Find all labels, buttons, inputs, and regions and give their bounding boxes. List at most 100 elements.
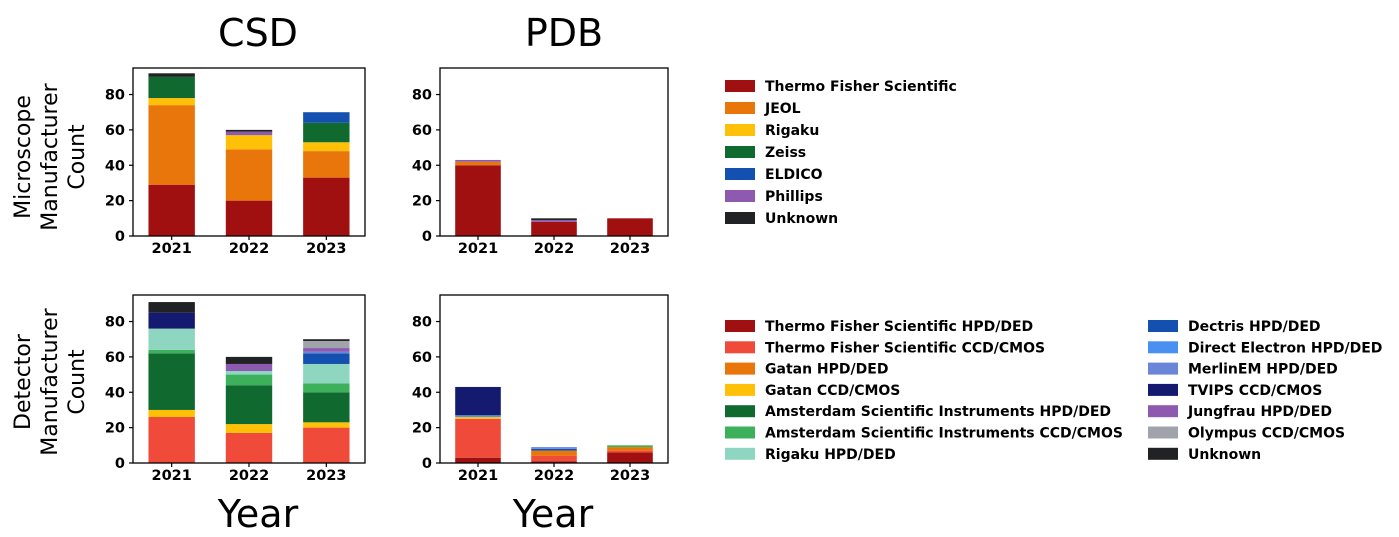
- y-tick-label: 80: [412, 315, 432, 331]
- microscope-legend-swatch: [725, 124, 755, 136]
- bar-segment: [225, 200, 273, 236]
- bar-segment: [455, 159, 501, 162]
- bar-segment: [303, 339, 350, 341]
- y-tick-label: 20: [412, 421, 432, 437]
- y-tick-label: 0: [115, 456, 125, 472]
- detector-legend-label: Amsterdam Scientific Instruments HPD/DED: [765, 404, 1111, 420]
- bar-segment: [455, 165, 501, 236]
- bar-segment: [303, 348, 350, 352]
- x-tick-label: 2022: [534, 241, 574, 257]
- x-tick-label: 2023: [610, 241, 650, 257]
- bar-segment: [225, 424, 273, 433]
- detector-legend-swatch: [725, 320, 755, 332]
- bar-segment: [303, 340, 350, 349]
- microscope-legend-swatch: [725, 212, 755, 224]
- detector-legend-swatch: [725, 447, 755, 460]
- row-label-microscope-line3: Count: [65, 124, 90, 190]
- y-tick-label: 0: [115, 229, 125, 245]
- x-tick-label: 2021: [151, 241, 191, 257]
- panel-1: 2021 2022 2023 0 20 40 60 80: [412, 67, 669, 257]
- bar-segment: [148, 409, 195, 418]
- bar-segment: [303, 142, 350, 152]
- x-tick-label: 2021: [458, 241, 498, 257]
- y-tick-label: 60: [412, 123, 432, 139]
- bar-segment: [303, 353, 350, 364]
- microscope-legend-label: JEOL: [764, 101, 801, 117]
- bar-segment: [303, 122, 350, 143]
- detector-legend-label: Unknown: [1188, 447, 1261, 463]
- detector-legend-label: Dectris HPD/DED: [1188, 319, 1321, 335]
- x-axis-label-pdb: Year: [512, 492, 594, 536]
- panel-0: 2021 2022 2023 0 20 40 60 80: [105, 67, 366, 257]
- bar-segment: [455, 457, 501, 463]
- detector-legend-label: MerlinEM HPD/DED: [1188, 362, 1338, 378]
- bar-segment: [225, 135, 273, 150]
- bar-segment: [303, 392, 350, 423]
- x-tick-label: 2021: [151, 468, 191, 484]
- microscope-legend-label: Thermo Fisher Scientific: [765, 79, 957, 95]
- row-label-detector-line3: Count: [65, 349, 90, 415]
- bar-segment: [531, 218, 577, 221]
- bar-segment: [303, 351, 350, 354]
- microscope-legend-swatch: [725, 190, 755, 202]
- bar-segment: [148, 417, 195, 463]
- microscope-legend-label: Rigaku: [765, 123, 819, 139]
- legends: Thermo Fisher Scientific JEOL Rigaku Zeiss E…: [725, 79, 1382, 463]
- y-tick-label: 80: [105, 88, 125, 104]
- detector-legend-swatch: [725, 383, 755, 396]
- x-tick-label: 2023: [306, 468, 346, 484]
- y-tick-label: 20: [412, 194, 432, 210]
- bar-segment: [531, 447, 577, 449]
- bar-segment: [607, 452, 653, 463]
- bar-segment: [455, 418, 501, 458]
- bar-segment: [225, 129, 273, 132]
- y-tick-label: 0: [422, 456, 432, 472]
- microscope-legend-swatch: [725, 146, 755, 158]
- microscope-legend-swatch: [725, 80, 755, 92]
- x-axis-label-csd: Year: [217, 492, 299, 536]
- y-tick-label: 40: [412, 158, 432, 174]
- detector-legend-swatch: [1148, 341, 1178, 354]
- chart-panels: 2021 2022 2023 0 20 40 60 80 2021 2022 2023 0 20 40 60…: [105, 67, 669, 484]
- bar-segment: [225, 371, 273, 375]
- bar-segment: [531, 461, 577, 463]
- microscope-legend-label: Unknown: [765, 211, 838, 227]
- bar-segment: [455, 417, 501, 419]
- bar-segment: [225, 363, 273, 372]
- detector-legend-swatch: [1148, 426, 1178, 439]
- bar-segment: [225, 356, 273, 364]
- y-tick-label: 80: [412, 88, 432, 104]
- bar-segment: [531, 455, 577, 462]
- bar-segment: [303, 363, 350, 384]
- detector-legend-swatch: [1148, 362, 1178, 375]
- y-tick-label: 80: [105, 315, 125, 331]
- bar-segment: [607, 445, 653, 448]
- bar-segment: [225, 131, 273, 136]
- column-title-csd: CSD: [218, 11, 298, 55]
- bar-segment: [303, 383, 350, 393]
- plot-frame: [132, 294, 366, 464]
- row-label-detector-line2: Manufacturer: [38, 307, 63, 455]
- column-title-pdb: PDB: [525, 11, 603, 55]
- y-tick-label: 20: [105, 421, 125, 437]
- detector-legend-swatch: [725, 362, 755, 375]
- bar-segment: [531, 450, 577, 456]
- detector-legend-label: TVIPS CCD/CMOS: [1188, 383, 1322, 399]
- panel-3: 2021 2022 2023 0 20 40 60 80: [412, 294, 669, 484]
- bar-segment: [225, 432, 273, 463]
- y-tick-label: 20: [105, 194, 125, 210]
- x-tick-label: 2021: [458, 468, 498, 484]
- row-label-microscope-line1: Microscope: [11, 95, 36, 219]
- x-tick-label: 2022: [229, 468, 269, 484]
- bar-segment: [148, 312, 195, 329]
- bar-segment: [148, 302, 195, 313]
- microscope-legend-label: ELDICO: [765, 167, 823, 183]
- bar-segment: [148, 349, 195, 354]
- y-tick-label: 0: [422, 229, 432, 245]
- bar-segment: [148, 98, 195, 106]
- bar-segment: [148, 328, 195, 350]
- bar-segment: [455, 386, 501, 416]
- panel-2: 2021 2022 2023 0 20 40 60 80: [105, 294, 366, 484]
- bar-segment: [303, 151, 350, 178]
